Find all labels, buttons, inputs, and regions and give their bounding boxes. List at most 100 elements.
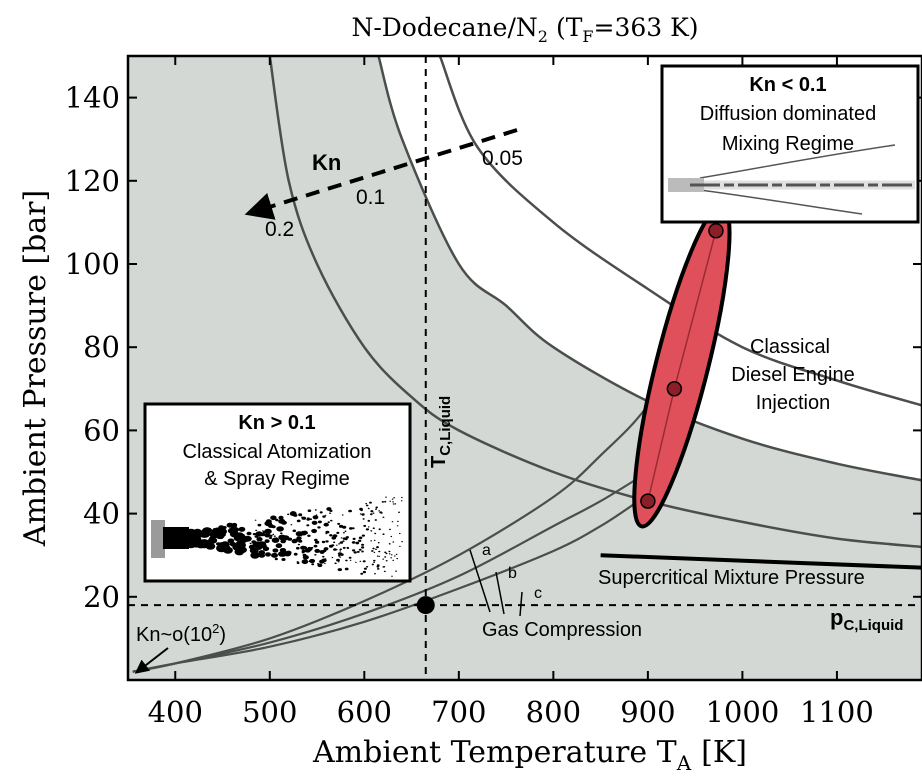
diesel-point-0: [640, 493, 656, 509]
spray-droplet: [330, 519, 333, 522]
spray-droplet: [393, 497, 396, 499]
spray-droplet: [358, 548, 362, 551]
spray-droplet: [392, 559, 395, 562]
spray-droplet: [365, 504, 369, 507]
diesel-point-1: [666, 381, 683, 397]
spray-droplet: [378, 555, 381, 557]
spray-droplet: [255, 529, 258, 532]
spray-droplet: [362, 518, 365, 520]
spray-droplet: [265, 529, 270, 533]
spray-droplet: [369, 501, 372, 504]
spray-droplet: [401, 496, 403, 499]
spray-droplet: [307, 509, 312, 512]
spray-droplet: [329, 534, 333, 537]
diffusion-nozzle-icon: [668, 178, 704, 192]
spray-droplet: [373, 539, 376, 542]
x-tick-label: 1000: [705, 695, 779, 729]
spray-droplet: [394, 555, 396, 557]
spray-droplet: [268, 536, 273, 540]
supercritical-label: Supercritical Mixture Pressure: [598, 567, 865, 589]
y-tick-label: 20: [83, 580, 120, 614]
y-tick-label: 60: [83, 413, 120, 447]
spray-droplet: [193, 535, 198, 539]
spray-droplet: [351, 527, 355, 530]
spray-droplet: [261, 544, 267, 549]
diesel-point-2: [708, 222, 724, 239]
spray-droplet: [331, 556, 334, 559]
diffusion-box-line-1: Diffusion dominated: [700, 103, 876, 125]
spray-droplet: [314, 538, 318, 542]
spray-droplet: [395, 553, 398, 556]
y-axis-label: Ambient Pressure [bar]: [18, 190, 53, 547]
spray-droplet: [268, 523, 274, 528]
spray-droplet: [382, 533, 385, 535]
spray-droplet: [273, 535, 276, 537]
gas-compression-label: Gas Compression: [482, 619, 642, 641]
spray-droplet: [361, 543, 365, 546]
spray-droplet: [249, 542, 252, 545]
spray-droplet: [337, 568, 342, 572]
spray-illustration: [182, 496, 403, 577]
spray-droplet: [264, 539, 270, 543]
spray-droplet: [376, 555, 379, 557]
spray-droplet: [207, 527, 212, 531]
spray-droplet: [274, 518, 279, 521]
spray-droplet: [349, 559, 352, 561]
spray-droplet: [322, 515, 326, 518]
compression-tick-b: [495, 571, 505, 615]
spray-droplet: [371, 550, 374, 552]
spray-droplet: [349, 527, 353, 530]
spray-droplet: [361, 546, 365, 549]
spray-droplet: [301, 559, 309, 565]
y-tick-label: 80: [83, 330, 120, 364]
spray-droplet: [390, 554, 393, 556]
spray-droplet: [311, 563, 315, 566]
spray-droplet: [339, 550, 342, 552]
spray-droplet: [370, 540, 373, 542]
spray-droplet: [325, 530, 330, 534]
spray-droplet: [371, 563, 374, 566]
spray-droplet: [317, 526, 321, 529]
spray-droplet: [376, 568, 380, 570]
spray-droplet: [195, 531, 203, 537]
spray-droplet: [319, 559, 325, 564]
spray-droplet: [396, 558, 399, 560]
spray-droplet: [315, 514, 318, 516]
spray-droplet: [366, 566, 369, 568]
spray-droplet: [384, 500, 387, 503]
spray-droplet: [296, 546, 300, 550]
spray-droplet: [300, 530, 307, 536]
spray-droplet: [227, 538, 235, 544]
spray-droplet: [370, 530, 373, 532]
spray-droplet: [275, 543, 283, 549]
spray-droplet: [297, 543, 300, 546]
spray-droplet: [391, 575, 393, 577]
spray-droplet: [388, 550, 391, 553]
pc-liquid-label: pC,Liquid: [830, 605, 903, 634]
spray-droplet: [219, 536, 223, 540]
spray-droplet: [382, 516, 385, 518]
spray-droplet: [308, 560, 311, 563]
spray-droplet: [340, 537, 343, 539]
spray-droplet: [322, 555, 325, 558]
spray-droplet: [373, 561, 375, 564]
diffusion-box-frame: [660, 64, 920, 224]
spray-droplet: [314, 540, 320, 544]
spray-droplet: [302, 555, 309, 560]
diffusion-box-title: Kn < 0.1: [749, 74, 826, 96]
spray-droplet: [306, 524, 310, 527]
spray-droplet: [399, 545, 401, 547]
spray-droplet: [398, 511, 401, 513]
spray-droplet: [355, 561, 357, 563]
spray-droplet: [242, 538, 248, 543]
kn-curve-1: [377, 56, 922, 482]
spray-droplet: [309, 518, 312, 521]
spray-droplet: [262, 531, 266, 533]
spray-droplet: [365, 503, 368, 505]
spray-droplet: [278, 515, 284, 520]
spray-droplet: [367, 526, 370, 528]
spray-droplet: [280, 539, 287, 544]
spray-droplet: [372, 527, 375, 529]
spray-droplet: [337, 561, 340, 563]
spray-droplet: [345, 559, 348, 562]
